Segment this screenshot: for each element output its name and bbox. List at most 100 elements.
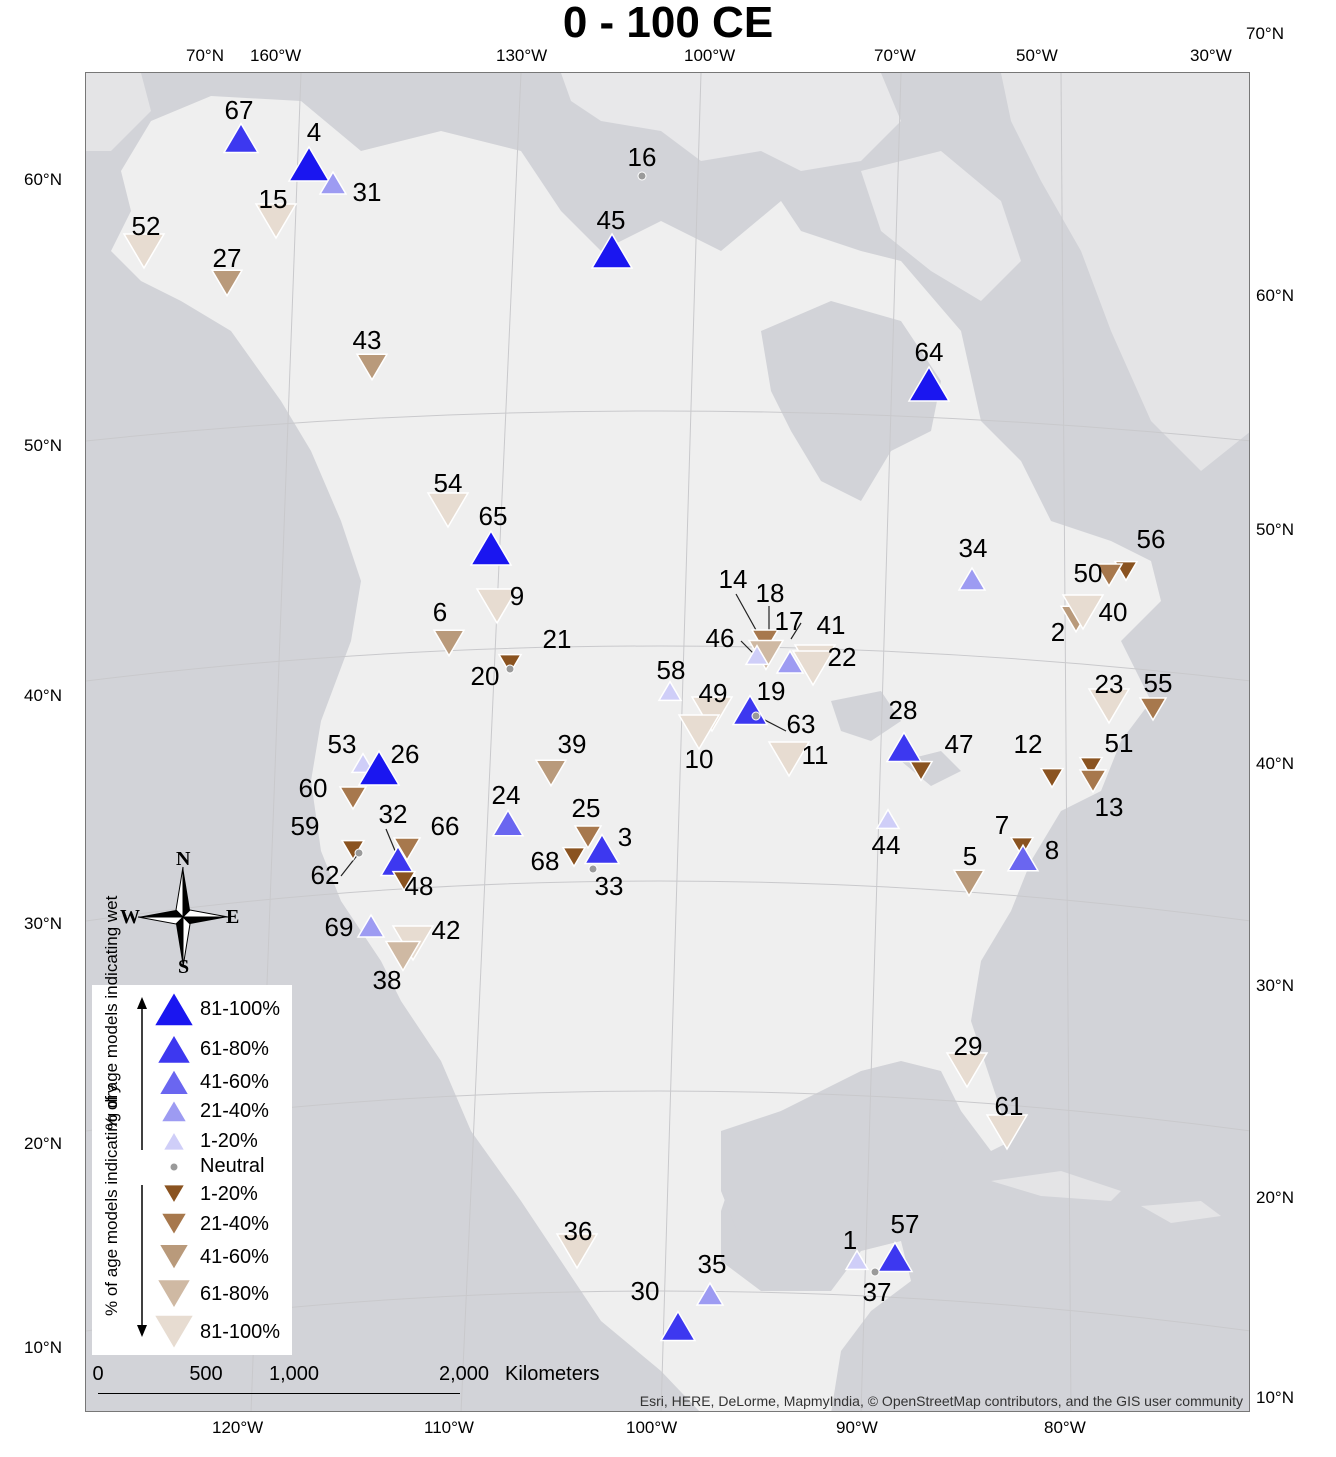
legend-wet-2 [155,1033,193,1065]
graticule-label: 80°W [1044,1418,1086,1437]
site-marker-29 [945,1052,989,1089]
site-label-1: 1 [843,1225,857,1255]
site-marker-50 [1094,563,1124,588]
site-marker-47 [908,760,934,782]
site-label-8: 8 [1045,835,1059,865]
site-label-25: 25 [572,793,601,823]
graticule-label: 70°N [1246,24,1284,43]
graticule-label: 60°N [1256,286,1294,305]
graticule-label: 60°N [24,170,62,189]
site-marker-58 [657,680,683,702]
attribution: Esri, HERE, DeLorme, MapmyIndia, © OpenS… [639,1393,1243,1409]
site-label-67: 67 [225,95,254,125]
site-marker-34 [957,566,987,591]
scale-bar: 0 500 1,000 2,000 Kilometers [92,1363,599,1397]
legend-dry-4 [155,1278,193,1310]
site-label-28: 28 [889,695,918,725]
site-marker-61 [985,1114,1029,1151]
graticule-label: 30°N [1256,976,1294,995]
site-marker-65 [469,529,513,566]
graticule-label: 40°N [24,686,62,705]
site-marker-21 [497,653,523,675]
site-marker-45 [590,232,634,269]
site-label-31: 31 [353,177,382,207]
site-label-4: 4 [307,117,321,147]
site-label-12: 12 [1014,729,1043,759]
graticule-label: 50°W [1016,46,1058,65]
graticule-label: 50°N [24,436,62,455]
site-marker-49 [690,696,734,733]
graticule-label: 130°W [496,46,548,65]
site-marker-5 [952,869,986,898]
site-label-26: 26 [391,739,420,769]
site-label-41: 41 [817,610,846,640]
site-label-11: 11 [802,740,829,770]
site-label-60: 60 [299,773,328,803]
site-marker-23 [1087,688,1131,725]
graticule-label: 20°N [1256,1188,1294,1207]
site-marker-31 [318,170,348,195]
site-label-65: 65 [479,501,508,531]
site-label-16: 16 [628,142,657,172]
site-label-57: 57 [891,1209,920,1239]
map-title: 0 - 100 CE [562,0,774,47]
legend-item: 21-40% [200,1213,269,1235]
site-label-44: 44 [872,830,901,860]
gulf-of-mexico [721,1081,961,1261]
arctic-islands [561,73,901,171]
legend-wet-5 [161,1130,187,1152]
site-label-3: 3 [618,822,632,852]
site-marker-26 [357,749,401,786]
site-marker-64 [907,365,951,402]
site-marker-43 [355,353,389,382]
site-marker-6 [432,629,466,658]
graticule-label: 160°W [250,46,302,65]
site-label-46: 46 [706,623,735,653]
site-marker-69 [356,913,386,938]
site-marker-37 [870,1267,880,1277]
legend-dry-5 [152,1314,196,1351]
site-label-50: 50 [1074,558,1103,588]
site-label-9: 9 [510,581,524,611]
site-label-5: 5 [963,841,977,871]
site-label-14: 14 [719,564,748,594]
site-label-36: 36 [564,1216,593,1246]
site-marker-48 [391,870,417,892]
site-label-48: 48 [405,871,434,901]
site-label-34: 34 [959,533,988,563]
site-marker-66 [392,837,422,862]
site-marker-4 [287,145,331,182]
graticule-label: 100°W [626,1418,678,1437]
site-label-39: 39 [558,729,587,759]
site-label-2: 2 [1051,617,1065,647]
legend-item: 41-60% [200,1071,269,1093]
compass-e: E [226,906,240,928]
legend: % of age models indicating wet % of age … [92,896,292,1355]
site-label-43: 43 [353,325,382,355]
site-marker-68 [561,846,587,868]
site-label-51: 51 [1105,728,1134,758]
site-marker-1 [844,1249,870,1271]
site-marker-20 [505,664,515,674]
site-marker-33 [588,864,598,874]
site-label-33: 33 [595,871,624,901]
hispaniola [1141,1201,1221,1223]
site-label-13: 13 [1095,792,1124,822]
legend-item: 81-100% [200,1321,281,1343]
site-marker-25 [573,825,603,850]
site-marker-15 [254,203,298,240]
legend-symbols [137,990,196,1351]
site-label-68: 68 [531,846,560,876]
site-label-62: 62 [311,860,340,890]
site-label-53: 53 [328,729,357,759]
graticule-label: 10°N [24,1338,62,1357]
legend-item: 41-60% [200,1246,269,1268]
site-label-22: 22 [828,642,857,672]
scale-tick-label: 1,000 [268,1363,320,1385]
site-marker-11 [767,741,811,778]
graticule-label: 30°N [24,914,62,933]
site-marker-28 [885,731,923,763]
site-label-20: 20 [471,661,500,691]
site-label-27: 27 [213,243,242,273]
site-label-69: 69 [325,912,354,942]
